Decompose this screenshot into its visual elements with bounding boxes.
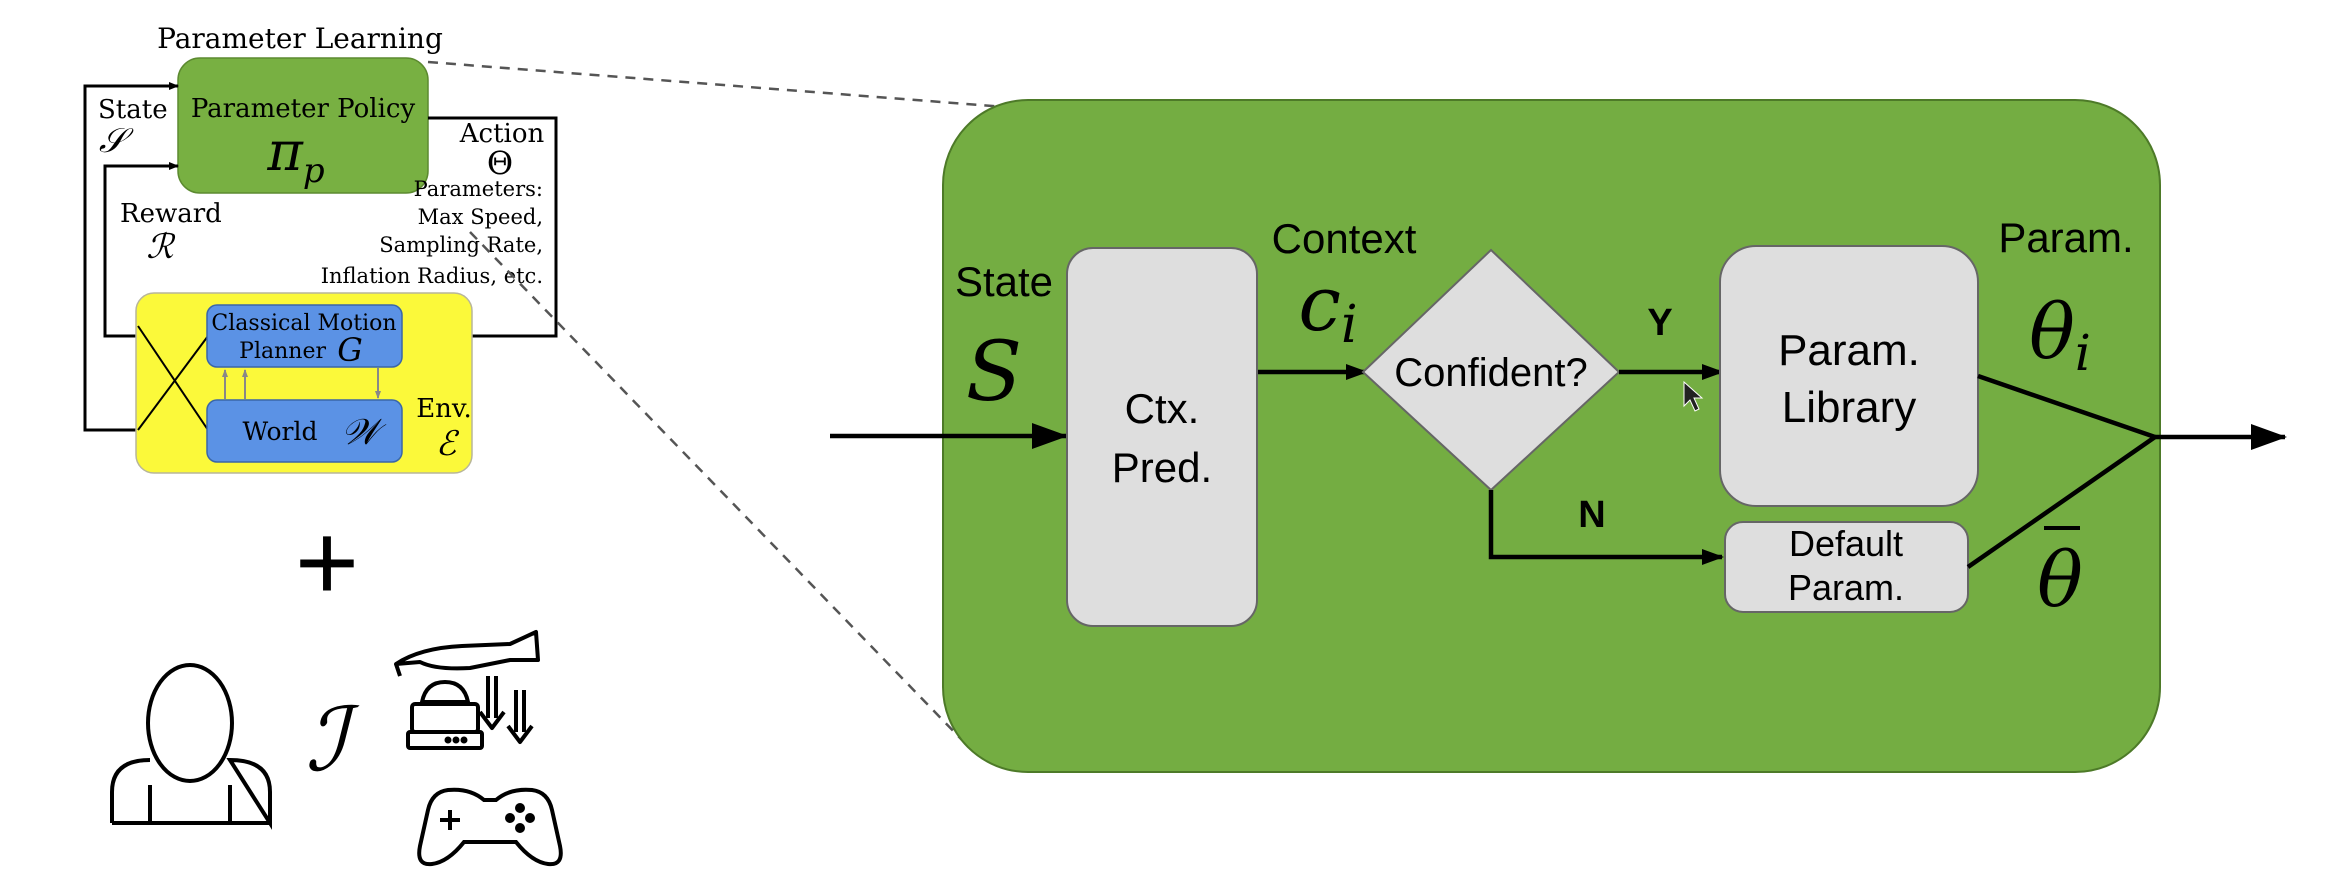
state-label: State <box>98 95 168 125</box>
parameters-line: Parameters: <box>414 177 543 201</box>
person-icon <box>110 663 272 830</box>
predictor-line2: Pred. <box>1112 444 1212 491</box>
planner-label-line2: Planner <box>239 339 326 364</box>
env-cross-line <box>137 325 209 431</box>
zoom-line-bottom <box>469 231 963 741</box>
reward-label: Reward <box>120 199 222 229</box>
world-label: World <box>243 417 318 446</box>
gamepad-icon <box>417 787 563 867</box>
yes-label: Y <box>1647 302 1672 344</box>
intervention-symbol: ℐ <box>305 688 360 791</box>
main-panel: State S Ctx. Pred. Context ci Confident?… <box>830 99 2287 773</box>
env-label: Env. <box>416 394 472 424</box>
context-label: Context <box>1272 215 1417 262</box>
default-line2: Param. <box>1788 567 1904 608</box>
env-cross-line <box>137 335 209 431</box>
parameters-line: Max Speed, <box>418 205 543 229</box>
context-symbol: ci <box>1298 259 1357 355</box>
no-label: N <box>1578 494 1605 536</box>
planner-label-line1: Classical Motion <box>211 311 396 336</box>
no-arrow <box>1488 490 1724 565</box>
parameters-line: Inflation Radius, etc. <box>321 264 543 288</box>
parameter-policy-box <box>177 57 429 194</box>
library-line1: Param. <box>1778 326 1920 375</box>
zoom-line-top <box>427 60 1019 110</box>
action-label: Action <box>459 119 545 149</box>
reward-symbol: ℛ <box>146 227 176 267</box>
parameter-library-box <box>1719 245 1979 507</box>
parameters-line: Sampling Rate, <box>379 233 543 257</box>
world-box <box>206 399 403 463</box>
parameters-list: Parameters: Max Speed, Sampling Rate, In… <box>321 177 543 288</box>
classical-motion-planner-box <box>206 304 403 368</box>
default-line1: Default <box>1789 523 1903 564</box>
teleoperation-icon <box>394 630 540 750</box>
library-line2: Library <box>1782 383 1917 432</box>
interventions: + ℐ <box>110 501 563 867</box>
parameter-learning-title: Parameter Learning <box>157 22 443 55</box>
theta-bar-symbol: θ <box>2037 535 2083 624</box>
state-symbol-left: 𝒮 <box>99 121 134 161</box>
library-output-line <box>1977 373 2156 440</box>
state-label-main: State <box>955 258 1053 305</box>
plus-sign: + <box>295 501 359 624</box>
env-symbol: ℰ <box>436 424 460 464</box>
param-output-label: Param. <box>1998 214 2133 261</box>
mouse-cursor-icon <box>1683 380 1704 412</box>
action-symbol: Θ <box>487 144 513 182</box>
parameter-policy-label: Parameter Policy <box>191 94 416 124</box>
action-arrow <box>401 116 558 340</box>
decision-label: Confident? <box>1394 351 1587 395</box>
planner-symbol: G <box>337 331 363 369</box>
policy-symbol: πp <box>266 120 324 191</box>
default-output-line <box>1966 435 2157 569</box>
theta-i-symbol: θi <box>2029 287 2091 382</box>
parameter-learning-loop: Parameter Learning Parameter Policy πp S… <box>83 22 558 474</box>
context-predictor-box <box>1066 247 1258 627</box>
state-symbol-main: S <box>966 325 1022 420</box>
predictor-line1: Ctx. <box>1125 385 1200 432</box>
